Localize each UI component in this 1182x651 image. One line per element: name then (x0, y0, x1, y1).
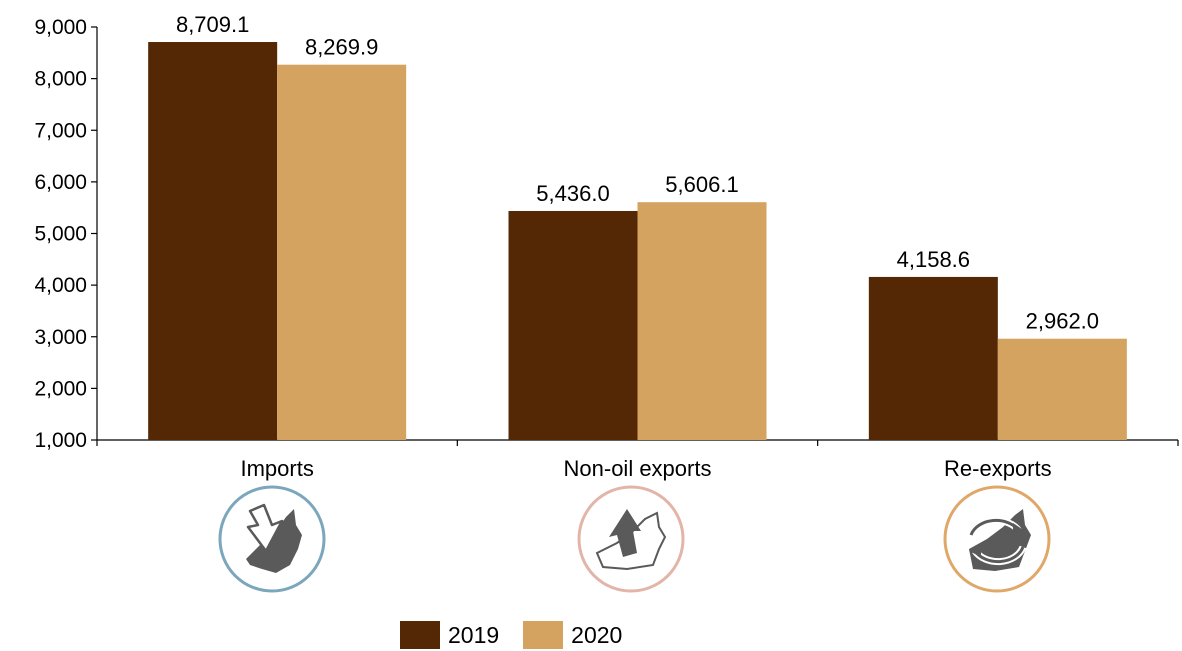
bar-2020-imports (277, 64, 407, 441)
bar-chart: 1,000 2,000 3,000 4,000 5,000 6,000 7,000 8,000… (34, 12, 1179, 593)
data-labels: 8,709.1 8,269.9 5,436.0 5,606.1 4,158.6 2,962… (176, 12, 1099, 334)
data-label: 5,436.0 (536, 181, 609, 206)
x-axis (96, 439, 1179, 446)
bar-2019-re-exports (868, 276, 998, 440)
legend: 2019 2020 (400, 620, 636, 650)
category-label: Imports (240, 456, 313, 481)
imports-icon (218, 485, 326, 593)
bar-2019-imports (148, 42, 278, 441)
data-label: 8,709.1 (176, 12, 249, 37)
legend-item-2020: 2020 (523, 621, 622, 649)
data-label: 4,158.6 (897, 247, 970, 272)
y-tick-label: 9,000 (34, 16, 87, 39)
legend-item-2019: 2019 (400, 621, 499, 649)
legend-swatch-2020 (523, 621, 564, 649)
data-label: 8,269.9 (305, 35, 378, 60)
y-tick-label: 6,000 (34, 171, 87, 194)
re-exports-icon (943, 485, 1051, 593)
y-tick-label: 2,000 (34, 377, 87, 400)
y-tick-label: 3,000 (34, 326, 87, 349)
non-oil-exports-icon (577, 485, 685, 593)
data-label: 5,606.1 (665, 172, 738, 197)
category-label: Non-oil exports (564, 456, 712, 481)
data-label: 2,962.0 (1026, 309, 1099, 334)
bar-2019-non-oil-exports (508, 210, 638, 440)
legend-label-2020: 2020 (571, 621, 623, 648)
category-labels: Imports Non-oil exports Re-exports (240, 456, 1051, 481)
y-tick-label: 5,000 (34, 223, 87, 246)
y-tick-label: 7,000 (34, 119, 87, 142)
bars (148, 42, 1127, 441)
y-tick-label: 8,000 (34, 68, 87, 91)
y-axis: 1,000 2,000 3,000 4,000 5,000 6,000 7,000 8,000… (34, 16, 98, 452)
category-icons (218, 485, 1051, 593)
bar-2020-re-exports (997, 338, 1127, 440)
legend-swatch-2019 (400, 621, 440, 649)
category-label: Re-exports (944, 456, 1052, 481)
legend-label-2019: 2019 (448, 621, 500, 648)
bar-2020-non-oil-exports (637, 202, 767, 440)
y-tick-label: 4,000 (34, 274, 87, 297)
y-tick-label: 1,000 (34, 429, 87, 452)
